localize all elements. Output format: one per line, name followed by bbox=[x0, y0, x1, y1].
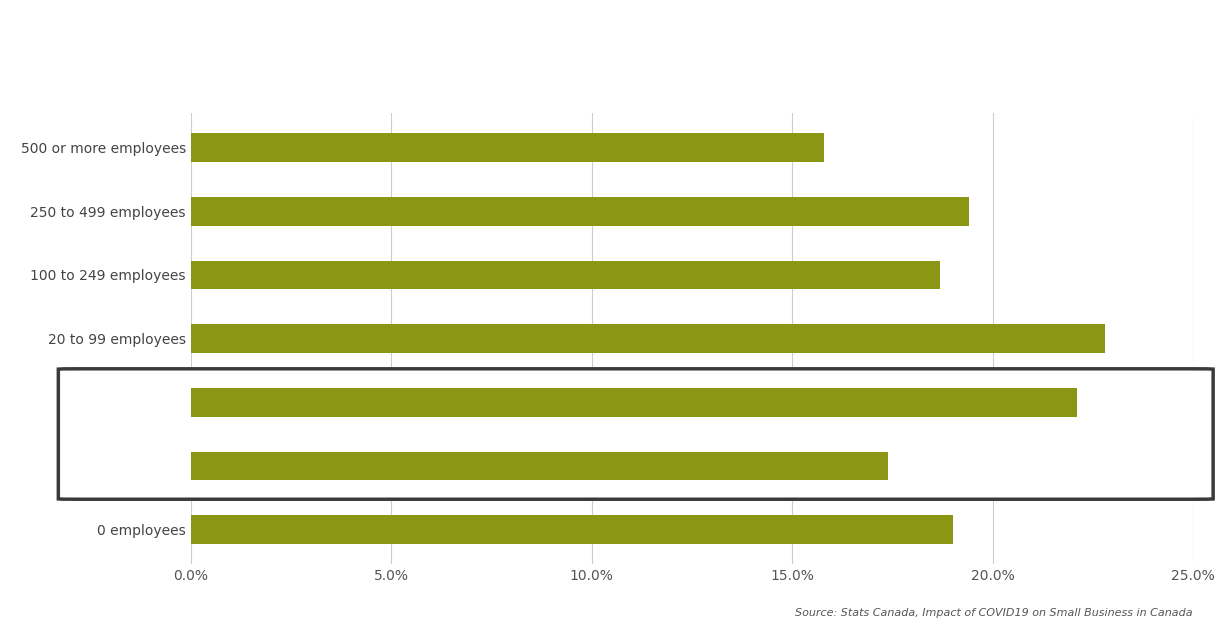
Bar bbox=[191, 197, 968, 226]
Bar bbox=[191, 324, 1105, 353]
Bar bbox=[191, 134, 824, 162]
Bar bbox=[191, 451, 888, 480]
FancyBboxPatch shape bbox=[58, 369, 1213, 499]
Bar bbox=[191, 515, 952, 544]
Bar bbox=[191, 388, 1076, 416]
Bar bbox=[191, 388, 1076, 416]
Bar bbox=[191, 261, 941, 289]
Text: Source: Stats Canada, Impact of COVID19 on Small Business in Canada: Source: Stats Canada, Impact of COVID19 … bbox=[796, 608, 1193, 618]
Bar bbox=[191, 451, 888, 480]
